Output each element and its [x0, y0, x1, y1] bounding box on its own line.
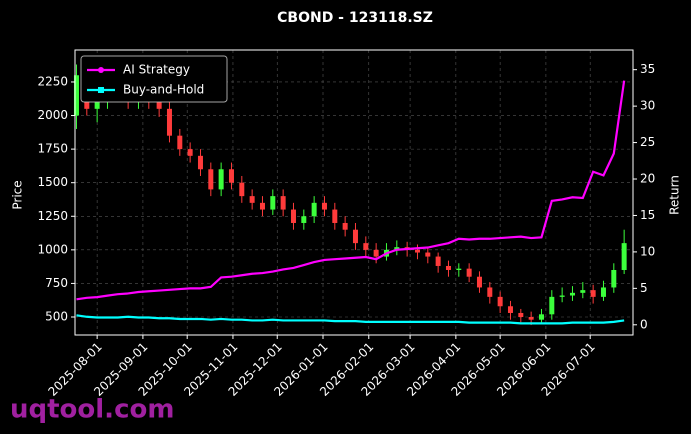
candle-body [270, 196, 276, 210]
candle-body [435, 256, 441, 266]
candle-body [445, 265, 451, 270]
chart-title: CBOND - 123118.SZ [277, 10, 433, 26]
candle-body [414, 249, 420, 253]
y-tick-label: 1250 [37, 209, 68, 223]
candle-body [580, 290, 586, 293]
candle-body [611, 269, 617, 288]
y-tick-label: 2250 [37, 74, 68, 88]
y2-tick-label: 0 [640, 317, 648, 331]
y2-tick-label: 30 [640, 99, 655, 113]
y-tick-label: 750 [45, 276, 68, 290]
candle-body [507, 306, 513, 313]
line-series [76, 80, 626, 301]
y-tick-label: 1500 [37, 175, 68, 189]
candle-body [352, 229, 358, 244]
candle-body [187, 149, 193, 156]
candle-body [197, 155, 203, 170]
candle-body [94, 102, 100, 109]
candle-body [301, 216, 307, 223]
candle-body [621, 243, 627, 270]
candle-body [497, 296, 503, 307]
candle-body [321, 202, 327, 210]
legend-label: Buy-and-Hold [123, 83, 204, 97]
candle-body [476, 276, 482, 288]
candle-body [177, 135, 183, 150]
y2-tick-label: 5 [640, 281, 648, 295]
candle-body [208, 169, 214, 190]
legend-marker [98, 87, 104, 93]
candle-body [394, 247, 400, 250]
candle-body [332, 209, 338, 223]
candle-body [528, 317, 534, 320]
y2-tick-label: 20 [640, 172, 655, 186]
candle-body [425, 252, 431, 257]
candle-body [228, 169, 234, 183]
candle-body [218, 169, 224, 190]
candle-body [373, 249, 379, 257]
y-axis-label: Price [11, 180, 25, 209]
candle-body [487, 287, 493, 297]
legend-marker [98, 67, 104, 73]
candle-body [549, 296, 555, 315]
candle-body [456, 268, 462, 270]
y2-tick-label: 10 [640, 244, 655, 258]
y2-tick-label: 35 [640, 62, 655, 76]
candle-body [290, 209, 296, 223]
candle-body [239, 182, 245, 197]
y2-axis-label: Return [668, 175, 682, 215]
candle-body [249, 196, 255, 203]
candle-body [538, 314, 544, 320]
candle-body [342, 222, 348, 230]
candle-body [590, 290, 596, 297]
candle-body [280, 196, 286, 210]
candle-body [156, 102, 162, 109]
candle-body [518, 312, 524, 318]
y2-tick-label: 15 [640, 208, 655, 222]
candle-body [363, 243, 369, 250]
legend-box [80, 55, 228, 103]
candle-body [259, 202, 265, 210]
legend-label: AI Strategy [123, 63, 190, 77]
candle-body [559, 295, 565, 297]
legend: AI Strategy Buy-and-Hold [80, 55, 228, 103]
y-tick-label: 500 [45, 310, 68, 324]
candle-body [311, 202, 317, 217]
candle-body [466, 268, 472, 277]
candle-body [600, 287, 606, 297]
candle-body [569, 292, 575, 296]
y-tick-label: 1000 [37, 242, 68, 256]
candle-body [166, 108, 172, 136]
y-tick-label: 1750 [37, 142, 68, 156]
watermark: uqtool.com [10, 395, 174, 425]
plot-frame [74, 49, 634, 336]
candle-body [73, 75, 79, 116]
line-series [76, 314, 625, 325]
y-tick-label: 2000 [37, 108, 68, 122]
y2-tick-label: 25 [640, 135, 655, 149]
